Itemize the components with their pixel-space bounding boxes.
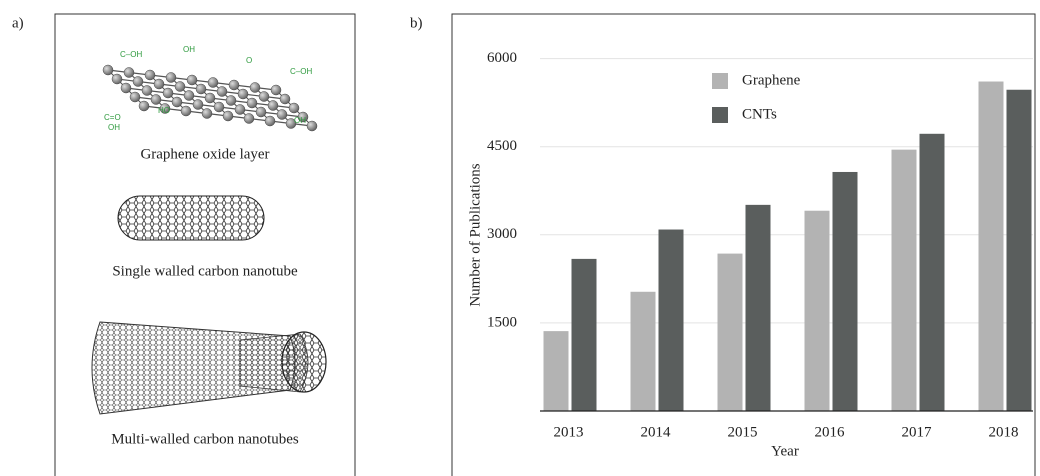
caption: Multi-walled carbon nanotubes	[111, 431, 299, 447]
atom	[285, 118, 297, 129]
atom	[201, 108, 213, 119]
legend-label: CNTs	[742, 106, 777, 122]
caption: Graphene oxide layer	[140, 146, 269, 162]
atom	[249, 82, 261, 93]
bar	[804, 210, 830, 411]
atom	[267, 100, 279, 111]
atom	[204, 92, 216, 104]
atom	[183, 90, 195, 101]
atom	[246, 97, 258, 109]
panel-frame	[451, 13, 1036, 476]
atom	[195, 83, 207, 95]
atom	[243, 113, 255, 124]
graphene-oxide-illustration	[102, 64, 318, 132]
atom	[270, 84, 282, 96]
bar	[978, 81, 1004, 412]
atom	[228, 79, 240, 91]
atom	[174, 81, 186, 92]
bar	[919, 133, 945, 412]
atom	[264, 115, 276, 127]
functional-group: C–OH	[290, 67, 312, 76]
bar	[745, 204, 771, 411]
atom	[141, 85, 153, 96]
single-walled-nanotube	[117, 195, 265, 241]
atom	[123, 67, 135, 78]
atom	[255, 106, 267, 118]
functional-group: OH	[294, 116, 306, 125]
atom	[153, 78, 165, 90]
atom	[165, 72, 177, 83]
x-tick-label: 2016	[815, 424, 846, 440]
atom	[213, 101, 225, 113]
atom	[102, 64, 114, 76]
atom	[306, 120, 318, 132]
caption: Single walled carbon nanotube	[112, 263, 298, 279]
y-axis-label: Number of Publications	[467, 163, 483, 306]
atom	[288, 102, 300, 114]
bar	[891, 149, 917, 411]
functional-group: C–OH	[120, 50, 142, 59]
y-tick-label: 1500	[487, 314, 517, 330]
atom	[276, 109, 288, 120]
legend-swatch	[712, 73, 728, 89]
y-tick-label: 4500	[487, 138, 517, 154]
x-tick-label: 2018	[989, 424, 1019, 440]
atom	[237, 88, 249, 100]
bar	[1006, 89, 1032, 411]
functional-group: OH	[108, 123, 120, 132]
bar	[717, 253, 743, 411]
x-tick-label: 2013	[554, 424, 584, 440]
atom	[180, 105, 192, 117]
atom	[207, 77, 219, 88]
tube-end	[281, 331, 327, 393]
atom	[162, 87, 174, 99]
legend-label: Graphene	[742, 72, 801, 88]
atom	[216, 86, 228, 97]
atom	[222, 110, 234, 122]
panel-label: a)	[12, 15, 24, 31]
bar	[832, 171, 858, 411]
legend-swatch	[712, 107, 728, 123]
atom	[225, 95, 237, 106]
atom	[159, 103, 171, 114]
bar	[543, 331, 569, 411]
atom	[192, 99, 204, 110]
chart: 1500 3000 4500 6000 2013 2014 2015 2016 2017 2018…	[487, 50, 1033, 440]
functional-group: HO	[158, 106, 170, 115]
y-tick-label: 6000	[487, 50, 517, 66]
atom	[132, 76, 144, 87]
atom	[279, 93, 291, 105]
x-tick-label: 2014	[641, 424, 672, 440]
atom	[234, 104, 246, 115]
functional-group: O	[246, 56, 252, 65]
bar	[658, 229, 684, 411]
atom	[129, 91, 141, 103]
atom	[171, 96, 183, 108]
panel-frame	[54, 13, 356, 476]
y-tick-label: 3000	[487, 226, 517, 242]
panel-label: b)	[410, 15, 423, 31]
bar	[630, 291, 656, 411]
atom	[258, 91, 270, 102]
atom	[150, 94, 162, 105]
atom	[138, 100, 150, 112]
functional-group: OH	[183, 45, 195, 54]
atom	[186, 74, 198, 86]
functional-group: C=O	[104, 113, 121, 122]
x-axis-label: Year	[771, 443, 799, 459]
atom	[120, 82, 132, 94]
x-tick-label: 2017	[902, 424, 933, 440]
atom	[111, 73, 123, 85]
bar	[571, 258, 597, 411]
atom	[297, 111, 309, 123]
x-tick-label: 2015	[728, 424, 758, 440]
atom	[144, 69, 156, 81]
